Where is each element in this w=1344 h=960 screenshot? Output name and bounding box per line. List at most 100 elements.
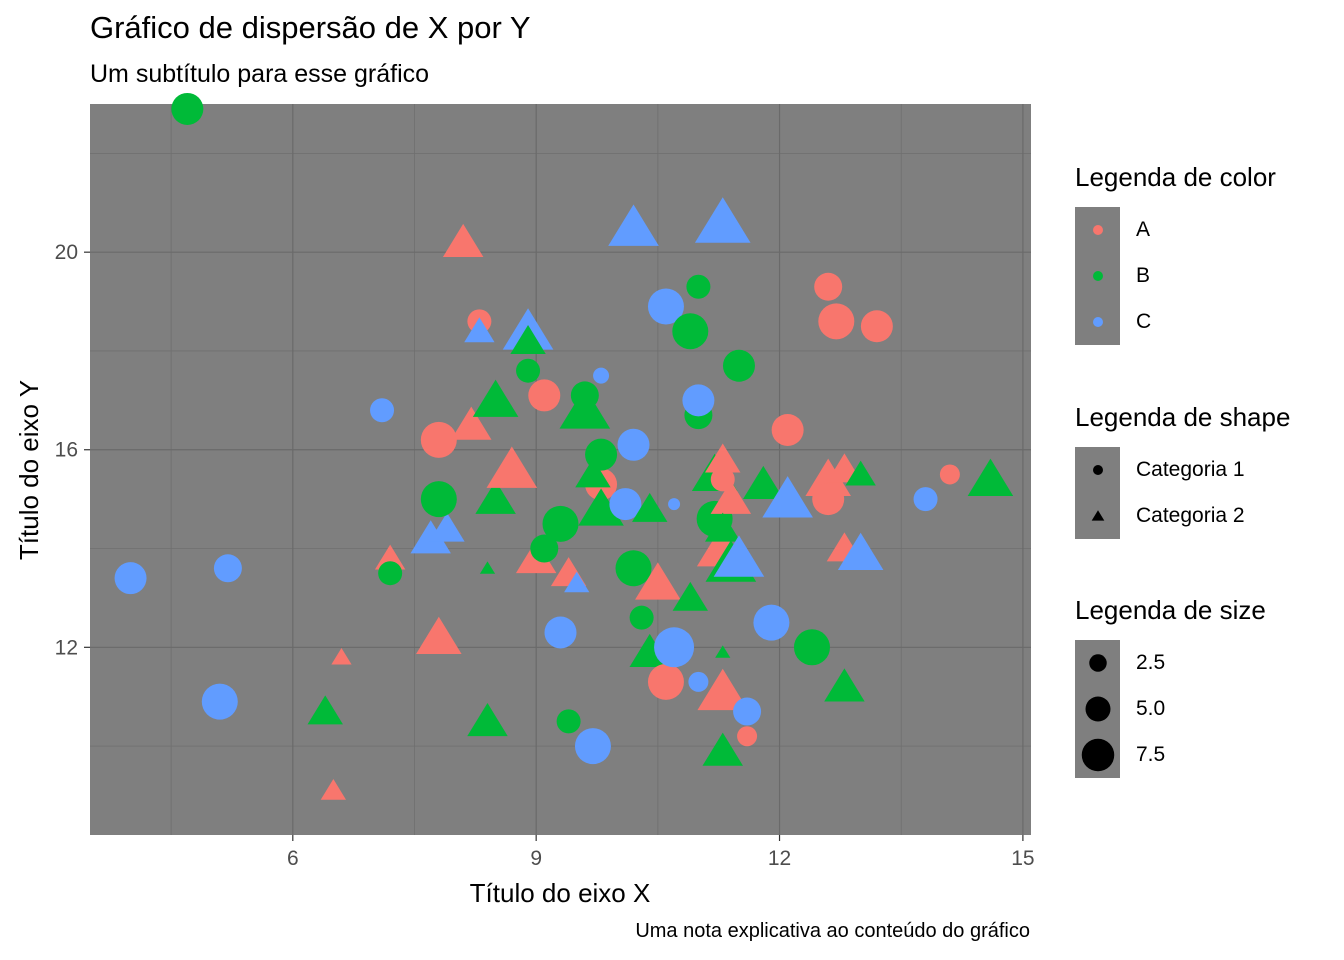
- data-point-b-triangle: [824, 668, 865, 702]
- data-point-b-triangle: [743, 465, 784, 500]
- data-point-b-circle: [686, 274, 711, 299]
- data-point-c-circle: [647, 288, 684, 325]
- legend-glyph: [1091, 510, 1104, 521]
- data-point-a-triangle: [331, 647, 352, 665]
- data-point-a-circle: [737, 726, 758, 747]
- legend-size-item-key: [1075, 732, 1120, 778]
- data-point-b-circle: [542, 505, 579, 542]
- data-point-c-circle: [593, 367, 610, 384]
- minor-gridlines: [90, 104, 1031, 835]
- data-point-b-triangle: [475, 480, 516, 514]
- x-tick-label: 15: [1011, 847, 1034, 870]
- legend-size-item-label: 5.0: [1136, 697, 1166, 720]
- data-point-b-triangle: [845, 460, 876, 486]
- data-point-c-circle: [617, 428, 650, 461]
- data-point-b-circle: [629, 605, 654, 630]
- data-point-c-triangle: [464, 317, 495, 343]
- data-point-b-triangle: [672, 581, 709, 611]
- data-point-c-triangle: [608, 204, 659, 246]
- chart-subtitle: Um subtítulo para esse gráfico: [90, 60, 430, 88]
- legend-shape: Legenda de shape Categoria 1 Categoria 2: [1075, 402, 1290, 539]
- legend-glyph: [1092, 225, 1103, 235]
- data-point-b-circle: [672, 313, 709, 350]
- x-axis-title: Título do eixo X: [470, 878, 651, 908]
- x-axis-ticks: 6 9 12 15: [287, 835, 1035, 870]
- legend-shape-item-label: Categoria 2: [1136, 504, 1245, 527]
- data-point-c-circle: [544, 616, 577, 649]
- data-point-c-circle: [733, 697, 762, 726]
- legend-size-item: 2.5: [1075, 640, 1266, 686]
- legend-size-item-key: [1075, 640, 1120, 686]
- chart-title: Gráfico de dispersão de X por Y: [90, 10, 531, 45]
- legend-shape-items: Categoria 1 Categoria 2: [1075, 447, 1290, 539]
- legend-size-item: 7.5: [1075, 732, 1266, 778]
- legend-shape-item-key: [1075, 493, 1120, 539]
- data-point-c-circle: [574, 728, 611, 765]
- legend-color-title: Legenda de color: [1075, 162, 1276, 192]
- data-point-c-circle: [609, 488, 642, 521]
- data-point-b-circle: [793, 629, 830, 666]
- data-point-a-triangle: [451, 406, 492, 440]
- data-point-b-triangle: [715, 645, 731, 658]
- data-point-c-circle: [114, 562, 147, 595]
- data-point-a-triangle: [416, 616, 462, 654]
- data-point-b-triangle: [559, 387, 611, 429]
- y-tick-label: 12: [55, 636, 78, 659]
- legend-glyph: [1092, 317, 1103, 327]
- legend-color-item-label: C: [1136, 310, 1152, 333]
- data-point-a-circle: [528, 379, 561, 412]
- data-point-c-circle: [201, 683, 238, 720]
- data-point-a-circle: [860, 310, 893, 343]
- data-point-a-triangle: [805, 458, 851, 496]
- legend-size-items: 2.5 5.0 7.5: [1075, 640, 1266, 778]
- data-point-b-circle: [420, 481, 457, 518]
- data-point-b-circle: [615, 550, 652, 587]
- legend-glyph: [1081, 738, 1114, 772]
- x-tick-label: 6: [287, 847, 299, 870]
- data-point-b-circle: [722, 349, 755, 382]
- data-point-c-triangle: [694, 197, 751, 243]
- data-point-c-circle: [753, 604, 790, 641]
- data-point-c-circle: [213, 554, 242, 583]
- legend-size: Legenda de size 2.5 5.0 7.5: [1075, 595, 1266, 778]
- data-point-c-triangle: [713, 535, 765, 577]
- data-point-b-triangle: [510, 324, 546, 354]
- data-point-a-circle: [818, 303, 855, 340]
- data-point-b-circle: [530, 534, 559, 563]
- legend-size-item: 5.0: [1075, 686, 1266, 732]
- data-point-c-circle: [688, 671, 709, 692]
- data-point-a-triangle: [486, 446, 538, 488]
- legend-color-item-key: [1075, 299, 1120, 345]
- data-point-a-circle: [420, 421, 457, 458]
- data-point-a-triangle: [320, 779, 347, 800]
- data-point-a-triangle: [635, 562, 681, 600]
- data-point-c-circle: [668, 498, 681, 511]
- data-point-c-triangle: [762, 476, 813, 518]
- data-point-a-circle: [939, 464, 960, 485]
- legend-glyph: [1092, 271, 1103, 281]
- data-point-c-triangle: [429, 512, 465, 542]
- legend-color-item: B: [1075, 253, 1276, 299]
- legend-color-item-key: [1075, 253, 1120, 299]
- legend-shape-item: Categoria 1: [1075, 447, 1290, 493]
- legend-color-item: C: [1075, 299, 1276, 345]
- data-point-c-circle: [913, 487, 938, 512]
- data-point-c-circle: [654, 627, 695, 668]
- data-point-a-circle: [771, 413, 804, 446]
- legend-shape-item-label: Categoria 1: [1136, 458, 1245, 481]
- legend-glyph: [1085, 696, 1110, 722]
- legend-glyph: [1092, 465, 1103, 475]
- legend-color-item-label: B: [1136, 264, 1151, 287]
- x-tick-label: 12: [768, 847, 791, 870]
- data-point-b-circle: [556, 709, 581, 734]
- data-point-a-triangle: [697, 668, 749, 711]
- y-tick-label: 16: [55, 439, 78, 462]
- data-point-b-triangle: [705, 512, 741, 542]
- legend-size-item-label: 7.5: [1136, 743, 1166, 766]
- legend-glyph: [1088, 654, 1107, 672]
- data-points: [114, 92, 1014, 800]
- data-point-b-triangle: [575, 458, 611, 488]
